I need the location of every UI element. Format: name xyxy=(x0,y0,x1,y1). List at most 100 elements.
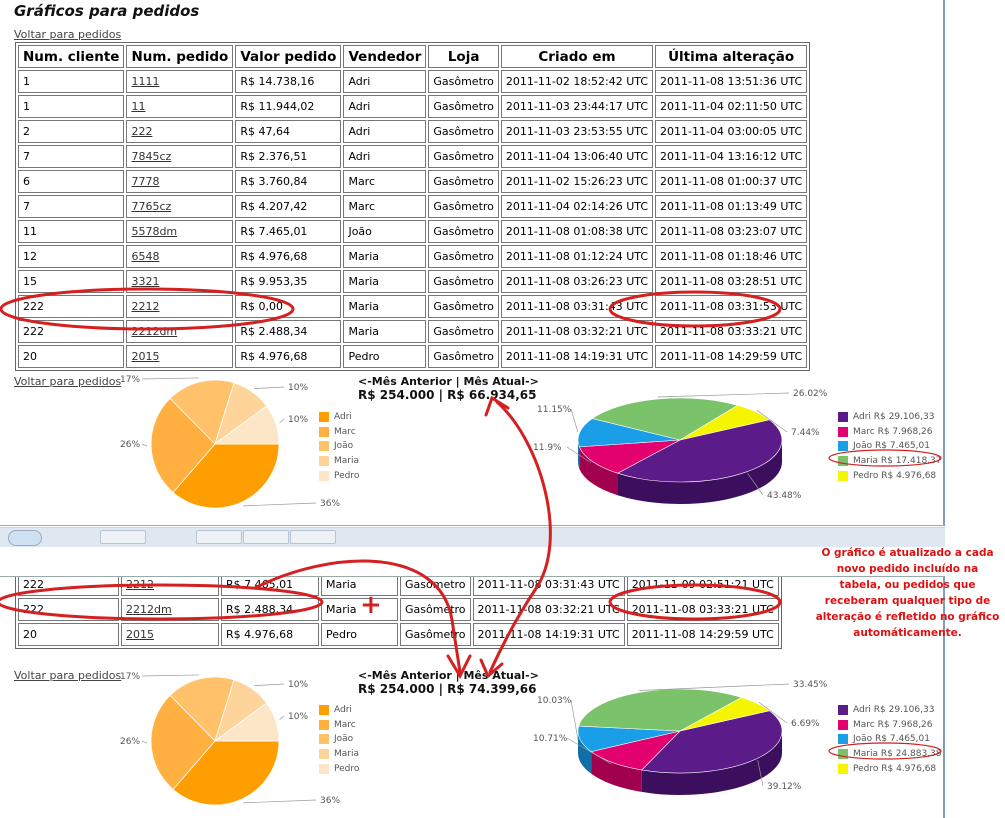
col-header-store[interactable]: Loja xyxy=(428,45,499,68)
cell-store: Gasômetro xyxy=(428,195,499,218)
legend-label: João xyxy=(334,734,354,745)
cell-order: 7778 xyxy=(126,170,234,193)
table-row: 20 2015 R$ 4.976,68 Pedro Gasômetro 2011-11-0… xyxy=(18,345,808,368)
col-header-created[interactable]: Criado em xyxy=(500,45,654,68)
pie-slice-joao xyxy=(169,379,235,445)
legend-item: João R$ 7.465,01 xyxy=(838,732,942,747)
cell-client: 11 xyxy=(18,220,125,243)
pie3d-slice-3 xyxy=(578,688,743,732)
cell-value: R$ 0,00 xyxy=(235,295,342,318)
pie3d-slice-0 xyxy=(616,419,783,483)
legend-swatch xyxy=(319,441,329,452)
col-header-updated[interactable]: Última alteração xyxy=(655,45,808,68)
order-link[interactable]: 7845cz xyxy=(131,150,172,163)
pie-slice-label: 17% xyxy=(120,672,140,682)
orders-window-after: 222 2212 R$ 7.465,01 Maria Gasômetro 2011-11-… xyxy=(0,576,945,818)
legend-label: João R$ 7.465,01 xyxy=(853,441,930,452)
legend-label: Maria xyxy=(334,456,359,467)
cell-updated: 2011-11-04 03:00:05 UTC xyxy=(655,120,808,143)
table-row: 222 2212 R$ 0,00 Maria Gasômetro 2011-11-08 0… xyxy=(18,295,808,318)
pie3d-slice-label: 43.48% xyxy=(767,491,802,501)
order-link[interactable]: 2212 xyxy=(131,300,160,313)
back-to-orders-link-bottom[interactable]: Voltar para pedidos xyxy=(14,669,122,682)
pie-leader-line xyxy=(279,418,285,424)
legend-item: Maria xyxy=(319,454,359,469)
legend-swatch xyxy=(319,734,329,745)
pie3d-leader-line xyxy=(756,410,788,433)
pie-slice-label: 36% xyxy=(320,796,340,806)
order-link[interactable]: 1111 xyxy=(131,75,160,88)
cell-seller: Adri xyxy=(343,120,427,143)
legend-item: Marc R$ 7.968,26 xyxy=(838,718,942,733)
table-row: 11 5578dm R$ 7.465,01 João Gasômetro 2011-11-… xyxy=(18,220,808,243)
cell-seller: Maria xyxy=(343,320,427,343)
order-link[interactable]: 2015 xyxy=(126,628,154,641)
taskbar-button[interactable] xyxy=(243,530,289,544)
cell-value: R$ 4.976,68 xyxy=(221,623,319,646)
cell-client: 222 xyxy=(18,295,125,318)
order-link[interactable]: 2212dm xyxy=(131,325,178,338)
cell-seller: Pedro xyxy=(343,345,427,368)
order-link[interactable]: 2212 xyxy=(126,578,154,591)
taskbar-button[interactable] xyxy=(100,530,146,544)
order-link[interactable]: 5578dm xyxy=(131,225,178,238)
col-header-client[interactable]: Num. cliente xyxy=(18,45,125,68)
pie3d-slice-0 xyxy=(641,710,783,774)
col-header-value[interactable]: Valor pedido xyxy=(235,45,342,68)
totals-values: R$ 254.000 | R$ 66.934,65 xyxy=(358,388,537,402)
table-row: 7 7845cz R$ 2.376,51 Adri Gasômetro 2011-11-0… xyxy=(18,145,808,168)
pie3d-slice-1 xyxy=(590,730,681,771)
pie-slice-marc xyxy=(150,694,216,790)
cell-store: Gasômetro xyxy=(400,577,471,596)
legend-label: Marc xyxy=(334,426,356,437)
order-link[interactable]: 7778 xyxy=(131,175,160,188)
legend-label: Marc R$ 7.968,26 xyxy=(853,426,933,437)
pie-slice-joao xyxy=(169,676,235,742)
legend-item: Adri R$ 29.106,33 xyxy=(838,703,942,718)
pie3d-side-wall xyxy=(641,731,782,795)
order-link[interactable]: 2015 xyxy=(131,350,160,363)
order-link[interactable]: 7765cz xyxy=(131,200,172,213)
back-to-orders-link[interactable]: Voltar para pedidos xyxy=(14,28,122,41)
legend-swatch xyxy=(838,705,848,716)
cell-updated: 2011-11-04 13:16:12 UTC xyxy=(655,145,808,168)
col-header-order[interactable]: Num. pedido xyxy=(126,45,234,68)
legend-item: Pedro R$ 4.976,68 xyxy=(838,468,942,483)
order-link[interactable]: 222 xyxy=(131,125,153,138)
cell-seller: Adri xyxy=(343,95,427,118)
totals-header: <-Mês Anterior | Mês Atual-> xyxy=(358,375,539,388)
seller-value-legend: Adri R$ 29.106,33 Marc R$ 7.968,26 João R$… xyxy=(838,410,942,483)
cell-updated: 2011-11-04 02:11:50 UTC xyxy=(655,95,808,118)
pie3d-slice-4 xyxy=(679,697,771,732)
legend-label: Marc xyxy=(334,719,356,730)
cell-value: R$ 47,64 xyxy=(235,120,342,143)
pie3d-slice-label: 26.02% xyxy=(793,389,828,399)
pie-leader-line xyxy=(141,674,199,677)
cell-created: 2011-11-04 13:06:40 UTC xyxy=(500,145,654,168)
legend-label: João xyxy=(334,441,354,452)
col-header-seller[interactable]: Vendedor xyxy=(343,45,427,68)
order-link[interactable]: 6548 xyxy=(131,250,160,263)
taskbar-button[interactable] xyxy=(290,530,336,544)
legend-label: Adri xyxy=(334,412,352,423)
order-link[interactable]: 11 xyxy=(131,100,146,113)
start-button[interactable] xyxy=(8,530,42,546)
pie-slice-adri xyxy=(172,740,280,806)
cell-store: Gasômetro xyxy=(428,95,499,118)
pie3d-slice-3 xyxy=(591,397,739,441)
cell-order: 2212dm xyxy=(121,598,219,621)
cell-updated: 2011-11-08 14:29:59 UTC xyxy=(626,623,779,646)
cell-client: 222 xyxy=(18,598,119,621)
taskbar-button[interactable] xyxy=(196,530,242,544)
pie-slice-pedro xyxy=(213,405,280,445)
back-to-orders-link-bottom[interactable]: Voltar para pedidos xyxy=(14,375,122,388)
cell-client: 222 xyxy=(18,577,119,596)
order-link[interactable]: 3321 xyxy=(131,275,160,288)
order-link[interactable]: 2212dm xyxy=(126,603,172,616)
cell-client: 7 xyxy=(18,195,125,218)
legend-swatch xyxy=(838,749,848,760)
legend-item: João xyxy=(319,439,359,454)
pie3d-slice-label: 11.9% xyxy=(533,443,562,453)
pie-leader-line xyxy=(254,386,285,389)
cell-store: Gasômetro xyxy=(428,170,499,193)
